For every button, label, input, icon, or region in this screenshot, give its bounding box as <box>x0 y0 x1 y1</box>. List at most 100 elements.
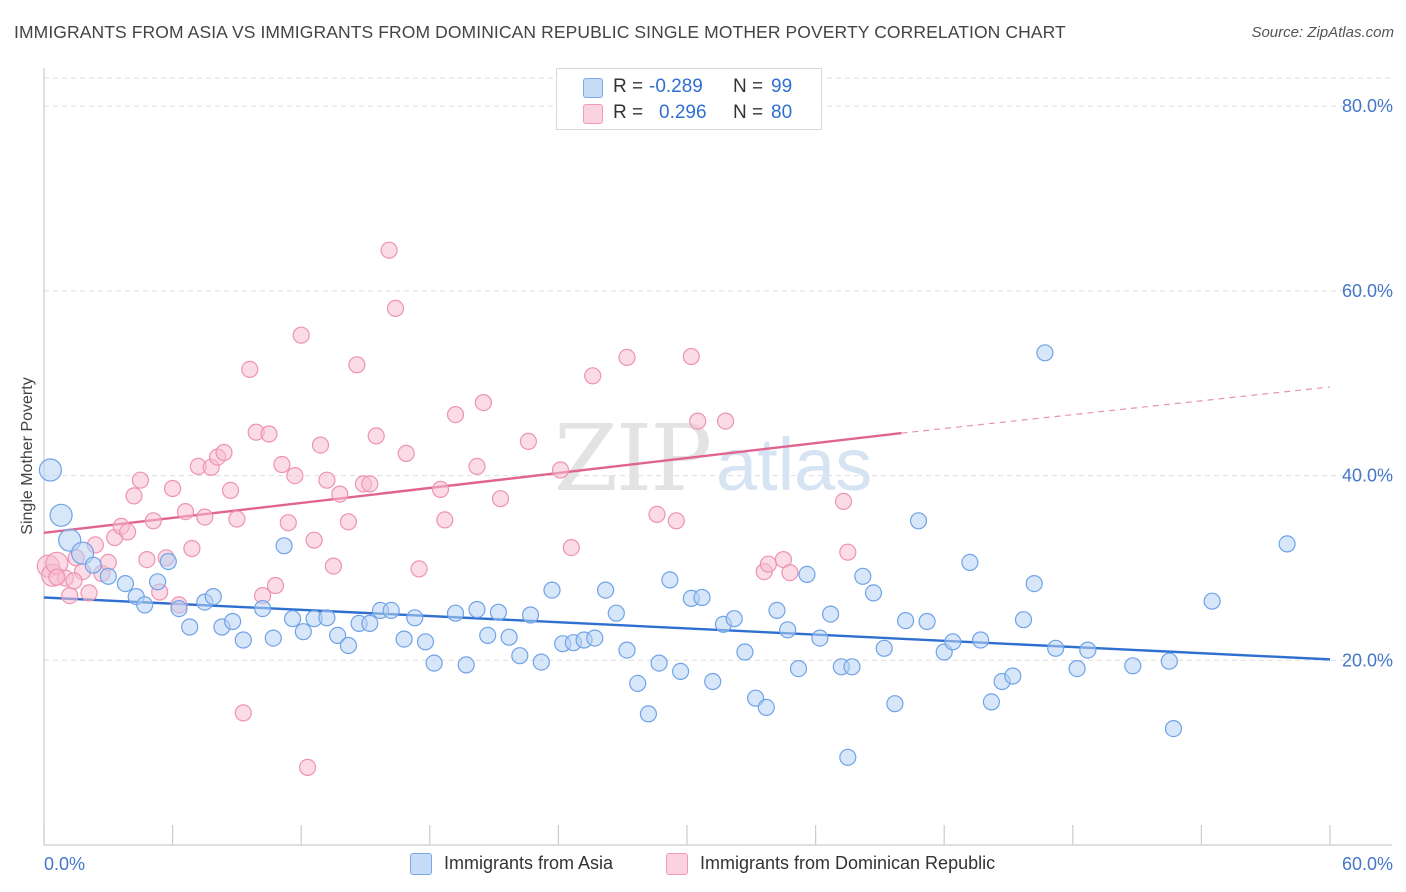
legend-n-label: N = <box>733 76 764 97</box>
point-asia <box>798 565 816 584</box>
point-asia <box>38 458 63 482</box>
point-asia <box>839 748 857 766</box>
point-asia <box>736 643 754 661</box>
point-dominican <box>176 503 195 521</box>
legend-r-label: R = <box>613 102 644 123</box>
point-asia <box>395 630 413 648</box>
point-asia <box>406 609 424 627</box>
point-asia <box>725 610 743 628</box>
axes <box>43 68 1392 846</box>
point-asia <box>543 581 561 599</box>
point-dominican <box>781 563 799 582</box>
point-asia <box>521 606 540 624</box>
point-asia <box>1014 611 1033 629</box>
point-asia <box>896 611 915 630</box>
legend-n-value: 80 <box>771 102 793 123</box>
point-asia <box>618 641 636 659</box>
point-asia <box>909 512 928 530</box>
point-dominican <box>48 568 66 586</box>
point-dominican <box>144 512 162 530</box>
point-asia <box>84 556 102 574</box>
point-dominican <box>131 471 149 489</box>
stats-legend: R = -0.289 N = 99 R = 0.296 N = 80 <box>556 68 822 130</box>
point-dominican <box>339 513 357 531</box>
point-asia <box>757 698 775 717</box>
point-asia <box>181 618 199 636</box>
point-asia <box>843 658 861 676</box>
point-dominican <box>221 481 240 499</box>
point-dominican <box>410 560 428 578</box>
point-asia <box>821 605 840 623</box>
point-dominican <box>311 436 330 454</box>
legend-n-value: 99 <box>771 76 793 97</box>
point-dominican <box>318 471 336 489</box>
point-asia <box>99 567 117 585</box>
point-asia <box>629 674 647 693</box>
point-asia <box>339 636 357 655</box>
point-asia <box>1164 719 1183 738</box>
x-tick-label: 60.0% <box>1342 854 1393 874</box>
point-dominican <box>196 508 214 526</box>
point-dominican <box>367 427 385 445</box>
point-dominican <box>348 356 366 374</box>
point-dominican <box>431 480 450 498</box>
y-tick-labels: 20.0% 40.0% 60.0% 80.0% <box>1342 96 1393 670</box>
point-asia <box>234 631 252 649</box>
legend-row-asia: R = -0.289 N = 99 <box>583 76 813 100</box>
point-dominican <box>228 510 246 528</box>
point-asia <box>1278 535 1296 553</box>
point-asia <box>479 626 497 645</box>
y-tick-label: 20.0% <box>1342 650 1393 670</box>
point-asia <box>149 573 167 591</box>
point-dominican <box>468 457 486 475</box>
point-asia <box>982 693 1001 711</box>
point-dominican <box>125 487 143 505</box>
point-asia <box>586 629 604 647</box>
point-asia <box>1124 657 1142 675</box>
point-dominican <box>305 531 323 549</box>
point-asia <box>1203 592 1221 610</box>
point-asia <box>1025 574 1043 593</box>
legend-n-label: N = <box>733 102 764 123</box>
point-asia <box>768 601 786 620</box>
point-asia <box>500 628 518 646</box>
points-asia <box>38 344 1296 766</box>
point-asia <box>532 653 550 671</box>
point-asia <box>596 581 615 599</box>
chart-title: IMMIGRANTS FROM ASIA VS IMMIGRANTS FROM … <box>14 22 1066 42</box>
y-tick-label: 80.0% <box>1342 96 1393 116</box>
point-asia <box>361 614 379 633</box>
point-asia <box>1004 667 1022 685</box>
point-dominican <box>260 425 278 443</box>
points-dominican <box>36 241 857 777</box>
point-asia <box>1068 659 1086 678</box>
point-asia <box>294 623 312 641</box>
point-dominican <box>361 475 379 493</box>
point-asia <box>264 629 282 647</box>
point-asia <box>1079 641 1097 659</box>
point-asia <box>789 659 808 678</box>
point-asia <box>704 672 722 691</box>
point-asia <box>136 596 154 614</box>
point-asia <box>254 599 272 618</box>
point-dominican <box>491 490 510 508</box>
bottom-legend-label-dominican: Immigrants from Dominican Republic <box>700 853 996 873</box>
point-dominican <box>648 505 666 524</box>
point-dominican <box>839 543 857 561</box>
point-dominican <box>834 492 853 510</box>
x-tick-labels: 0.0% 60.0% <box>44 854 1393 874</box>
point-dominican <box>667 512 685 530</box>
point-asia <box>1160 652 1178 670</box>
point-asia <box>489 603 507 621</box>
bottom-legend-swatch-asia <box>410 853 432 875</box>
legend-r-label: R = <box>613 76 644 97</box>
watermark: ZIP atlas <box>554 405 872 512</box>
watermark-atlas: atlas <box>716 423 872 506</box>
legend-row-dominican: R = 0.296 N = 80 <box>583 102 813 126</box>
point-asia <box>457 656 475 674</box>
point-dominican <box>183 539 201 558</box>
point-asia <box>971 631 990 649</box>
point-dominican <box>80 584 98 602</box>
point-dominican <box>397 444 415 462</box>
point-dominican <box>551 461 570 479</box>
